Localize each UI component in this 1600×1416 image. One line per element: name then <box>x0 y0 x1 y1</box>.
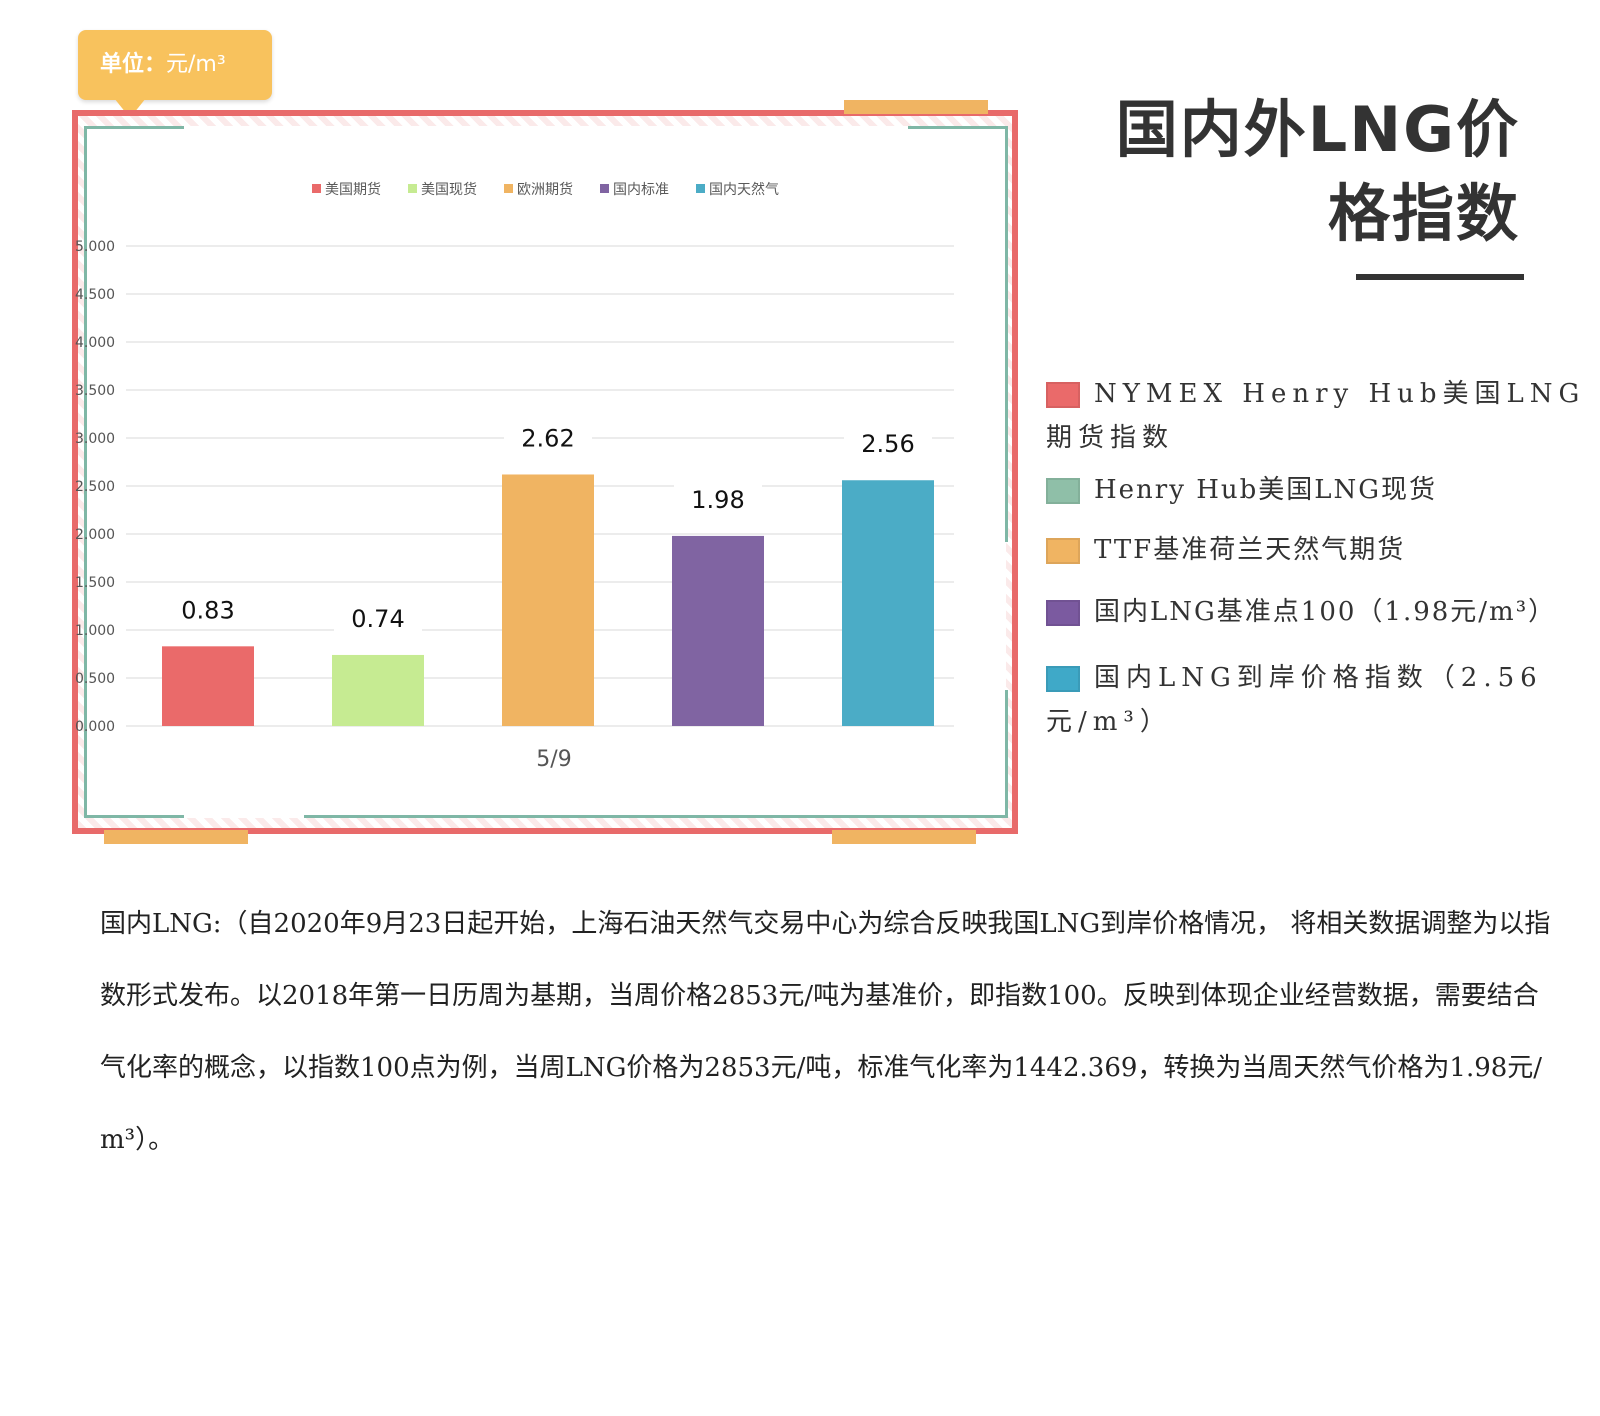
series-description-text: 国内LNG基准点100（1.98元/m³） <box>1094 597 1557 627</box>
legend-swatch <box>408 184 417 193</box>
series-swatch <box>1046 600 1080 626</box>
data-label-bg <box>674 477 762 518</box>
bar <box>672 535 764 726</box>
frame-tab-bottom-right <box>832 830 976 844</box>
legend-swatch <box>696 184 705 193</box>
data-label: 0.83 <box>181 596 234 624</box>
frame-accent-bottom-right <box>304 815 1008 818</box>
series-description-text: NYMEX Henry Hub美国LNG期货指数 <box>1046 379 1586 453</box>
chart-legend: 美国期货 美国现货 欧洲期货 国内标准 国内天然气 <box>312 181 779 198</box>
legend-label: 美国期货 <box>325 181 381 198</box>
unit-badge: 单位：元/m³ <box>78 30 272 100</box>
bar <box>842 480 934 726</box>
y-tick-label: 0.000 <box>75 719 115 735</box>
y-tick-label: 2.000 <box>75 527 115 543</box>
page-title-line1: 国内外LNG价 <box>1115 93 1520 166</box>
frame-accent-left <box>84 126 87 816</box>
frame-accent-right-lower <box>1005 690 1008 818</box>
series-swatch <box>1046 382 1080 408</box>
series-description-item: NYMEX Henry Hub美国LNG期货指数 <box>1046 372 1596 460</box>
description-paragraph: 国内LNG:（自2020年9月23日起开始，上海石油天然气交易中心为综合反映我国… <box>100 909 1551 1155</box>
bar <box>332 654 424 726</box>
data-label-bg <box>164 588 252 629</box>
series-description-list: NYMEX Henry Hub美国LNG期货指数 Henry Hub美国LNG现… <box>1046 372 1596 744</box>
bar <box>162 646 254 726</box>
bar <box>502 474 594 726</box>
y-tick-label: 4.500 <box>75 287 115 303</box>
legend-label: 国内标准 <box>613 182 669 198</box>
y-tick-label: 1.500 <box>75 575 115 591</box>
legend-label: 美国现货 <box>421 181 477 198</box>
x-category-label: 5/9 <box>536 747 571 772</box>
frame-accent-bottom-left <box>84 815 184 818</box>
series-description-item: 国内LNG基准点100（1.98元/m³） <box>1046 590 1596 634</box>
series-swatch <box>1046 538 1080 564</box>
frame-accent-top-right <box>908 126 1008 129</box>
page-title-line2: 格指数 <box>1327 177 1520 250</box>
legend-label: 国内天然气 <box>709 181 779 198</box>
y-tick-label: 1.000 <box>75 623 115 639</box>
y-tick-label: 4.000 <box>75 335 115 351</box>
unit-label: 单位： <box>100 52 167 77</box>
series-swatch <box>1046 666 1080 692</box>
chart-bars <box>162 474 934 726</box>
data-labels: 0.83 0.74 2.62 1.98 2.56 <box>164 416 932 637</box>
data-label-bg <box>334 596 422 637</box>
data-label-bg <box>844 422 932 463</box>
frame-tab-top <box>844 100 988 114</box>
frame-accent-top-left <box>84 126 184 129</box>
y-tick-label: 3.500 <box>75 383 115 399</box>
y-tick-label: 5.000 <box>75 239 115 255</box>
page-title: 国内外LNG价 格指数 <box>960 88 1520 256</box>
frame-accent-right-upper <box>1005 126 1008 542</box>
data-label: 2.62 <box>521 424 574 452</box>
series-description-item: TTF基准荷兰天然气期货 <box>1046 528 1596 572</box>
bar-chart: 美国期货 美国现货 欧洲期货 国内标准 国内天然气 0.000 0.500 1.000 1.5… <box>75 181 954 772</box>
data-label: 1.98 <box>691 486 744 514</box>
data-label-bg <box>504 416 592 457</box>
legend-swatch <box>312 184 321 193</box>
data-label: 2.56 <box>861 430 914 458</box>
y-tick-label: 0.500 <box>75 671 115 687</box>
legend-swatch <box>504 184 513 193</box>
series-description-item: Henry Hub美国LNG现货 <box>1046 468 1596 512</box>
legend-label: 欧洲期货 <box>517 181 573 198</box>
data-label: 0.74 <box>351 605 404 633</box>
series-description-text: Henry Hub美国LNG现货 <box>1094 475 1438 505</box>
title-underline <box>1356 274 1524 280</box>
legend-swatch <box>600 184 609 193</box>
y-tick-label: 3.000 <box>75 431 115 447</box>
series-swatch <box>1046 478 1080 504</box>
unit-value: 元/m³ <box>166 52 226 77</box>
frame-tab-bottom-left <box>104 830 248 844</box>
series-description-text: TTF基准荷兰天然气期货 <box>1094 535 1406 565</box>
series-description-item: 国内LNG到岸价格指数（2.56元/m³） <box>1046 656 1596 744</box>
y-axis-ticks: 0.000 0.500 1.000 1.500 2.000 2.500 3.000 3.500… <box>75 239 115 735</box>
series-description-text: 国内LNG到岸价格指数（2.56元/m³） <box>1046 663 1543 737</box>
y-tick-label: 2.500 <box>75 479 115 495</box>
